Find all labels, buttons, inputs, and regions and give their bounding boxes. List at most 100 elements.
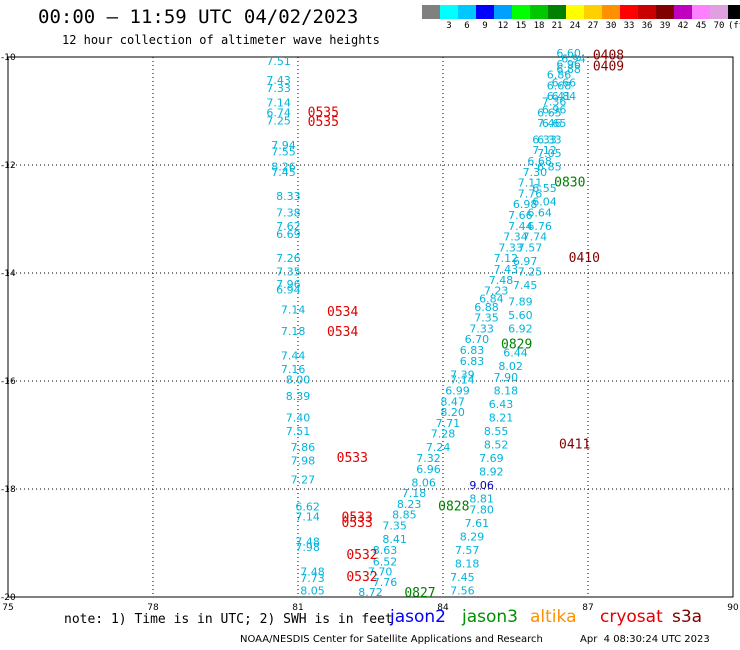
wave-height-label: 7.38 xyxy=(276,206,301,219)
wave-height-label: 7.45 xyxy=(450,571,475,584)
wave-height-label: 6.41 xyxy=(547,90,572,103)
page-title: 00:00 – 11:59 UTC 04/02/2023 xyxy=(38,6,359,28)
wave-height-label: 7.44 xyxy=(508,220,533,233)
legend-jason2: jason2 xyxy=(390,607,446,627)
wave-height-label: 5.60 xyxy=(508,309,533,322)
wave-height-label: 8.39 xyxy=(286,390,311,403)
wave-height-label: 7.30 xyxy=(523,166,548,179)
wave-height-label: 7.34 xyxy=(503,231,528,244)
wave-height-label: 7.55 xyxy=(271,145,296,158)
lat-tick-label: -14 xyxy=(1,269,16,279)
wave-height-label: 6.98 xyxy=(513,198,538,211)
wave-height-label: 8.72 xyxy=(358,586,383,599)
pass-time-label: 0532 xyxy=(346,548,377,563)
wave-height-label: 7.94 xyxy=(271,139,296,152)
wave-height-label: 6.88 xyxy=(556,63,581,76)
wave-height-label: 7.14 xyxy=(295,510,320,523)
wave-height-label: 6.66 xyxy=(552,77,577,90)
wave-height-label: 6.04 xyxy=(532,196,557,209)
scale-label: 9 xyxy=(482,21,488,31)
scale-swatch xyxy=(440,5,458,19)
lat-tick-label: -16 xyxy=(1,377,16,387)
wave-height-label: 8.00 xyxy=(286,374,311,387)
wave-height-label: 6.55 xyxy=(532,182,557,195)
wave-height-label: 8.41 xyxy=(382,533,407,546)
wave-height-label: 7.25 xyxy=(266,115,291,128)
wave-height-label: 7.18 xyxy=(281,325,306,338)
wave-height-label: 7.23 xyxy=(484,285,509,298)
wave-height-label: 6.83 xyxy=(460,355,485,368)
wave-height-label: 8.23 xyxy=(397,498,422,511)
wave-height-label: 6.76 xyxy=(527,220,552,233)
pass-time-label: 0533 xyxy=(342,516,373,531)
scale-swatch xyxy=(476,5,494,19)
wave-height-label: 7.28 xyxy=(431,428,456,441)
wave-height-label: 7.48 xyxy=(489,274,514,287)
wave-height-label: 7.24 xyxy=(426,441,451,454)
wave-height-label: 8.29 xyxy=(460,530,485,543)
scale-label: 70 xyxy=(713,21,725,31)
wave-height-label: 6.33 xyxy=(532,133,557,146)
wave-height-label: 8.52 xyxy=(484,439,509,452)
legend-jason3: jason3 xyxy=(462,607,518,627)
wave-height-label: 6.44 xyxy=(503,347,528,360)
lat-tick-label: -20 xyxy=(1,593,16,603)
wave-height-label: 7.39 xyxy=(450,368,475,381)
wave-height-label: 7.74 xyxy=(523,231,548,244)
lat-tick-label: -18 xyxy=(1,485,16,495)
wave-height-label: 7.35 xyxy=(382,520,407,533)
lon-tick-label: 90 xyxy=(727,603,739,613)
wave-height-label: 7.48 xyxy=(300,565,325,578)
wave-height-label: 7.66 xyxy=(508,209,533,222)
pass-time-label: 0411 xyxy=(559,438,590,453)
map-frame xyxy=(7,56,734,598)
wave-height-label: 8.47 xyxy=(440,395,465,408)
wave-height-label: 6.43 xyxy=(489,398,514,411)
wave-height-label: 7.35 xyxy=(474,312,499,325)
wave-height-label: 7.11 xyxy=(518,177,543,190)
scale-label: 36 xyxy=(641,21,653,31)
legend-cryosat: cryosat xyxy=(600,607,663,627)
wave-height-label: 6.96 xyxy=(416,463,441,476)
wave-height-label: 8.18 xyxy=(455,557,480,570)
pass-time-label: 0827 xyxy=(404,586,435,601)
wave-height-label: 7.14 xyxy=(281,304,306,317)
wave-height-label: 7.27 xyxy=(291,474,316,487)
wave-height-label: 7.96 xyxy=(276,278,301,291)
wave-height-label: 7.46 xyxy=(537,117,562,130)
wave-height-label: 7.14 xyxy=(266,97,291,110)
wave-height-label: 7.26 xyxy=(276,252,301,265)
wave-height-label: 6.84 xyxy=(479,293,504,306)
lon-tick-label: 87 xyxy=(582,603,593,613)
scale-swatch xyxy=(710,5,728,19)
wave-height-label: 6.88 xyxy=(474,301,499,314)
wave-height-label: 6.64 xyxy=(527,206,552,219)
scale-swatch xyxy=(638,5,656,19)
scale-label: 6 xyxy=(464,21,470,31)
scale-label: 15 xyxy=(515,21,527,31)
pass-time-label: 0532 xyxy=(346,570,377,585)
wave-height-label: 8.20 xyxy=(440,406,465,419)
scale-label: 45 xyxy=(695,21,707,31)
wave-height-label: 7.56 xyxy=(450,584,475,597)
wave-height-label: 7.90 xyxy=(494,371,519,384)
scale-swatch xyxy=(692,5,710,19)
wave-height-label: 7.76 xyxy=(373,576,398,589)
pass-time-label: 0533 xyxy=(342,510,373,525)
color-scale xyxy=(422,5,740,19)
wave-height-label: 6.69 xyxy=(276,228,301,241)
wave-height-label: 7.33 xyxy=(498,241,523,254)
scale-label: 42 xyxy=(677,21,689,31)
wave-height-label: 7.51 xyxy=(286,425,311,438)
wave-height-label: 9.06 xyxy=(469,479,494,492)
wave-height-label: 7.16 xyxy=(281,363,306,376)
lon-tick-label: 81 xyxy=(292,603,303,613)
pass-time-label: 0534 xyxy=(327,325,358,340)
lat-tick-label: -10 xyxy=(1,53,16,63)
wave-height-label: 7.43 xyxy=(266,74,291,87)
scale-swatch xyxy=(602,5,620,19)
scale-label: 21 xyxy=(551,21,563,31)
wave-height-label: 6.96 xyxy=(542,104,567,117)
wave-height-label: 8.06 xyxy=(411,476,436,489)
wave-height-label: 7.86 xyxy=(291,441,316,454)
